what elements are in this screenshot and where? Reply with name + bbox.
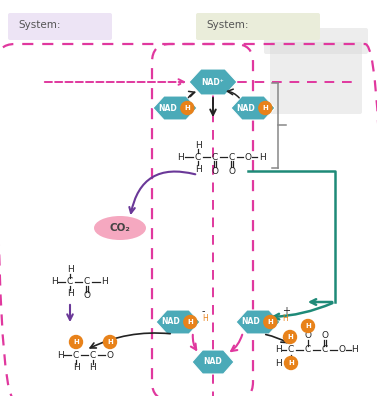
Circle shape	[104, 335, 116, 348]
Text: O: O	[228, 166, 236, 175]
Text: NAD: NAD	[159, 103, 177, 112]
Text: System:: System:	[206, 20, 248, 30]
Polygon shape	[189, 69, 237, 95]
Text: H: H	[107, 339, 113, 345]
Text: H: H	[195, 164, 201, 173]
Text: H: H	[288, 360, 294, 366]
Text: C: C	[212, 152, 218, 162]
Text: O: O	[211, 166, 219, 175]
Circle shape	[259, 101, 272, 114]
Ellipse shape	[94, 216, 146, 240]
Text: H: H	[305, 323, 311, 329]
Text: C: C	[67, 278, 73, 286]
Text: H: H	[259, 152, 265, 162]
Text: H: H	[267, 319, 273, 325]
Circle shape	[302, 320, 314, 333]
Text: H: H	[67, 289, 74, 299]
Text: H: H	[73, 364, 80, 373]
Circle shape	[264, 316, 277, 329]
FancyArrowPatch shape	[129, 171, 195, 213]
Text: C: C	[195, 152, 201, 162]
Text: O: O	[339, 345, 345, 354]
Text: H: H	[67, 265, 74, 274]
Text: C: C	[90, 350, 96, 360]
Text: H: H	[73, 339, 79, 345]
FancyBboxPatch shape	[270, 42, 362, 114]
Text: H: H	[195, 141, 201, 150]
FancyBboxPatch shape	[264, 28, 368, 54]
Circle shape	[285, 356, 297, 369]
Text: H: H	[274, 345, 281, 354]
Text: NAD: NAD	[204, 358, 222, 367]
Text: CO₂: CO₂	[110, 223, 130, 233]
Text: H: H	[90, 364, 97, 373]
Text: H: H	[202, 314, 208, 323]
Text: C: C	[229, 152, 235, 162]
Text: H: H	[184, 105, 190, 111]
Text: O: O	[322, 331, 328, 341]
Text: H: H	[274, 360, 281, 369]
Text: -: -	[202, 306, 205, 316]
Text: H: H	[187, 319, 193, 325]
Text: C: C	[322, 345, 328, 354]
Text: C: C	[84, 278, 90, 286]
Polygon shape	[231, 96, 275, 120]
FancyBboxPatch shape	[196, 13, 320, 40]
Text: H: H	[282, 314, 288, 323]
Circle shape	[69, 335, 83, 348]
Polygon shape	[236, 310, 280, 334]
Text: System:: System:	[18, 20, 60, 30]
Text: NAD: NAD	[237, 103, 255, 112]
Text: H: H	[352, 345, 359, 354]
Text: O: O	[305, 331, 311, 341]
Circle shape	[284, 331, 296, 343]
Circle shape	[184, 316, 197, 329]
FancyBboxPatch shape	[8, 13, 112, 40]
Polygon shape	[153, 96, 197, 120]
Text: NAD: NAD	[162, 318, 180, 326]
Text: NAD⁺: NAD⁺	[202, 78, 224, 86]
Text: H: H	[287, 334, 293, 340]
Text: C: C	[305, 345, 311, 354]
Text: H: H	[178, 152, 184, 162]
Text: O: O	[106, 350, 113, 360]
Circle shape	[181, 101, 194, 114]
Text: C: C	[288, 345, 294, 354]
Text: NAD: NAD	[242, 318, 261, 326]
Text: H: H	[262, 105, 268, 111]
Text: H: H	[57, 350, 63, 360]
Text: +: +	[282, 306, 290, 316]
Text: H: H	[102, 278, 108, 286]
Text: O: O	[245, 152, 251, 162]
Text: O: O	[83, 291, 90, 301]
Text: C: C	[73, 350, 79, 360]
Text: H: H	[51, 278, 57, 286]
Polygon shape	[192, 350, 234, 374]
Polygon shape	[156, 310, 200, 334]
